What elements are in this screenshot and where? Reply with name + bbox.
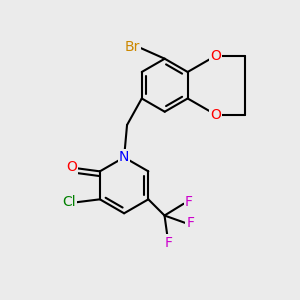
Text: O: O <box>67 160 77 174</box>
Text: N: N <box>119 150 129 164</box>
Text: F: F <box>185 195 193 209</box>
Text: Br: Br <box>124 40 140 54</box>
Text: O: O <box>210 108 221 122</box>
Text: O: O <box>210 49 221 63</box>
Text: Cl: Cl <box>62 195 76 209</box>
Text: F: F <box>186 216 194 230</box>
Text: F: F <box>165 236 173 250</box>
